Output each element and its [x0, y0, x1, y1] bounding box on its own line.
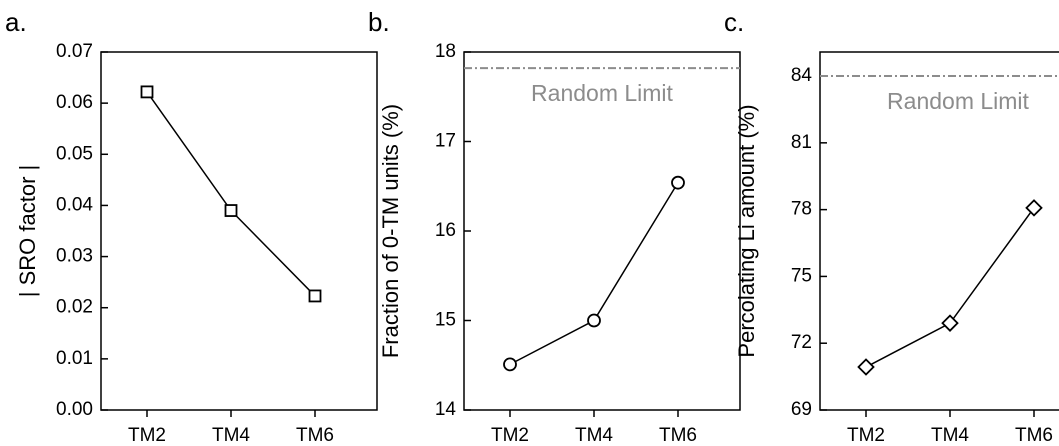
reference-label: Random Limit	[887, 88, 1029, 114]
marker	[857, 358, 875, 376]
y-tick-label: 0.00	[56, 399, 93, 420]
y-tick-label: 0.03	[56, 246, 93, 267]
y-tick-label: 14	[435, 399, 457, 420]
y-axis-label: | SRO factor |	[15, 165, 40, 297]
y-tick-label: 72	[791, 332, 812, 353]
y-tick-label: 0.05	[56, 143, 93, 164]
y-tick-label: 0.07	[56, 41, 93, 62]
y-tick-label: 0.01	[56, 348, 93, 369]
marker	[503, 357, 517, 372]
x-tick-label: TM6	[659, 425, 697, 446]
y-tick-label: 75	[791, 265, 812, 286]
marker	[941, 314, 959, 332]
series-line	[509, 182, 679, 366]
y-axis-label: Percolating Li amount (%)	[734, 104, 759, 357]
y-axis-label: Fraction of 0-TM units (%)	[378, 104, 403, 358]
marker	[671, 175, 685, 190]
y-tick-label: 17	[435, 131, 456, 152]
y-tick-label: 81	[791, 132, 812, 153]
y-tick-label: 84	[791, 65, 813, 86]
x-tick-label: TM2	[128, 425, 166, 446]
y-tick-label: 0.04	[56, 194, 93, 215]
x-tick-label: TM4	[931, 425, 969, 446]
y-tick-label: 16	[435, 220, 456, 241]
series-line	[865, 207, 1035, 368]
marker	[224, 204, 238, 217]
panel-label: c.	[724, 7, 744, 37]
x-tick-label: TM4	[212, 425, 250, 446]
panel-label: b.	[368, 7, 390, 37]
x-tick-label: TM2	[847, 425, 885, 446]
plot-frame	[100, 51, 378, 411]
reference-label: Random Limit	[531, 80, 673, 106]
y-tick-label: 0.06	[56, 92, 93, 113]
plot-frame	[819, 51, 1059, 411]
marker	[140, 85, 154, 99]
y-tick-label: 15	[435, 310, 456, 331]
x-tick-label: TM2	[491, 425, 529, 446]
y-tick-label: 69	[791, 399, 812, 420]
marker	[1025, 199, 1043, 217]
marker	[587, 313, 601, 328]
x-tick-label: TM6	[296, 425, 334, 446]
panel-label: a.	[5, 7, 27, 37]
y-tick-label: 0.02	[56, 297, 93, 318]
x-tick-label: TM6	[1015, 425, 1053, 446]
marker	[308, 289, 322, 303]
y-tick-label: 78	[791, 199, 812, 220]
series-line	[146, 91, 316, 297]
y-tick-label: 18	[435, 41, 456, 62]
x-tick-label: TM4	[575, 425, 613, 446]
